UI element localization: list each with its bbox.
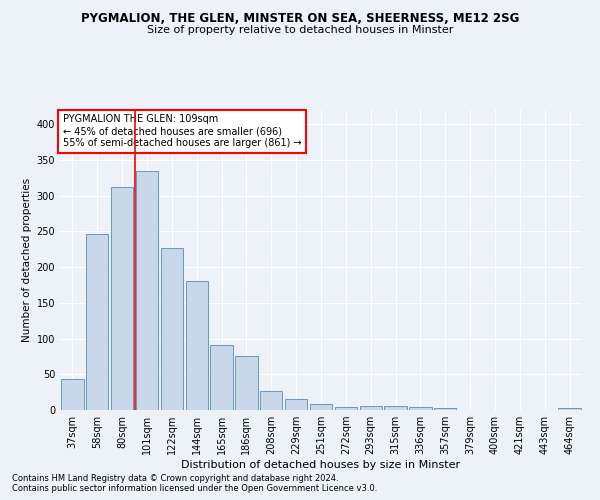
Bar <box>385 406 407 410</box>
Bar <box>310 404 332 410</box>
Text: PYGMALION, THE GLEN, MINSTER ON SEA, SHEERNESS, ME12 2SG: PYGMALION, THE GLEN, MINSTER ON SEA, SHE… <box>81 12 519 26</box>
Bar <box>235 356 257 410</box>
Y-axis label: Number of detached properties: Number of detached properties <box>22 178 32 342</box>
Bar <box>61 378 83 410</box>
Text: Contains public sector information licensed under the Open Government Licence v3: Contains public sector information licen… <box>12 484 377 493</box>
Bar <box>359 406 382 410</box>
Bar <box>559 408 581 410</box>
Text: Size of property relative to detached houses in Minster: Size of property relative to detached ho… <box>147 25 453 35</box>
Bar <box>335 407 357 410</box>
Bar <box>161 248 183 410</box>
X-axis label: Distribution of detached houses by size in Minster: Distribution of detached houses by size … <box>181 460 461 470</box>
Bar <box>260 392 283 410</box>
Bar <box>211 345 233 410</box>
Bar <box>285 398 307 410</box>
Bar <box>86 234 109 410</box>
Bar <box>409 407 431 410</box>
Bar <box>434 408 457 410</box>
Bar <box>185 282 208 410</box>
Text: PYGMALION THE GLEN: 109sqm
← 45% of detached houses are smaller (696)
55% of sem: PYGMALION THE GLEN: 109sqm ← 45% of deta… <box>62 114 301 148</box>
Bar <box>111 187 133 410</box>
Bar <box>136 170 158 410</box>
Text: Contains HM Land Registry data © Crown copyright and database right 2024.: Contains HM Land Registry data © Crown c… <box>12 474 338 483</box>
